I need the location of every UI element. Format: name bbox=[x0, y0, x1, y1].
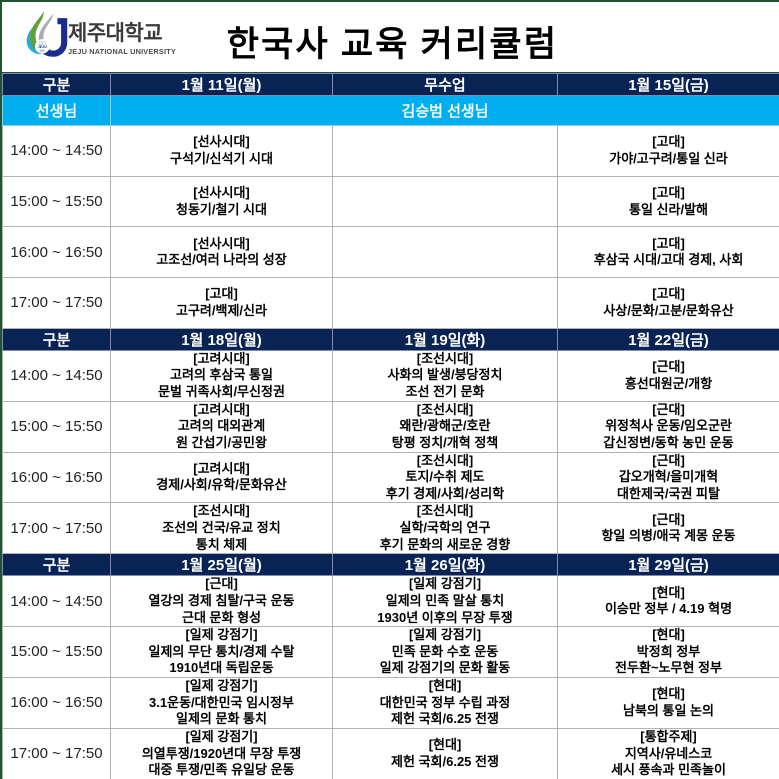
svg-text:▢▢: ▢▢ bbox=[39, 40, 47, 45]
svg-text:1952: 1952 bbox=[40, 50, 46, 52]
svg-text:JEJU: JEJU bbox=[38, 45, 47, 49]
